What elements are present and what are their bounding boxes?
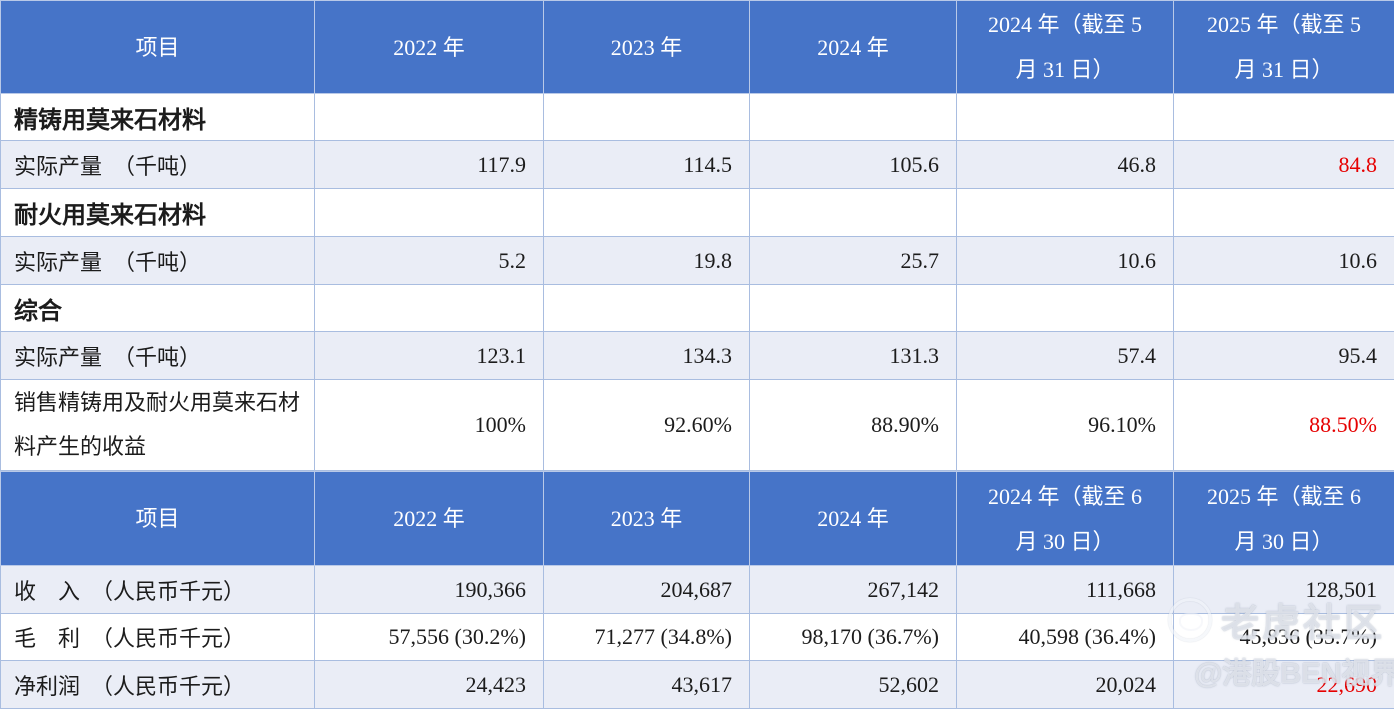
cell <box>544 285 750 332</box>
cell <box>315 94 544 141</box>
cell <box>750 94 957 141</box>
cell <box>750 285 957 332</box>
cell <box>1174 94 1394 141</box>
table-row: 耐火用莫来石材料 <box>1 189 1394 237</box>
cell: 43,617 <box>544 661 750 709</box>
financial-header-row: 项目 2022 年 2023 年 2024 年 2024 年（截至 6 月 30… <box>1 472 1394 566</box>
row-label: 毛 利 （人民币千元） <box>1 614 315 661</box>
row-label: 实际产量 （千吨） <box>1 332 315 380</box>
cell: 128,501 <box>1174 566 1394 614</box>
production-table: 项目 2022 年 2023 年 2024 年 2024 年（截至 5 月 31… <box>0 0 1394 471</box>
column-header-2024-h1: 2024 年（截至 6 月 30 日） <box>957 472 1174 566</box>
cell: 10.6 <box>957 237 1174 285</box>
table-row: 销售精铸用及耐火用莫来石材料产生的收益 100% 92.60% 88.90% 9… <box>1 380 1394 471</box>
cell: 19.8 <box>544 237 750 285</box>
cell: 57.4 <box>957 332 1174 380</box>
cell: 10.6 <box>1174 237 1394 285</box>
cell: 131.3 <box>750 332 957 380</box>
column-header-2024: 2024 年 <box>750 1 957 94</box>
column-header-2022: 2022 年 <box>315 472 544 566</box>
cell <box>315 285 544 332</box>
cell <box>957 189 1174 237</box>
table-row: 毛 利 （人民币千元） 57,556 (30.2%) 71,277 (34.8%… <box>1 614 1394 661</box>
cell <box>1174 285 1394 332</box>
table-row: 精铸用莫来石材料 <box>1 94 1394 141</box>
cell: 190,366 <box>315 566 544 614</box>
table-row: 收 入 （人民币千元） 190,366 204,687 267,142 111,… <box>1 566 1394 614</box>
cell <box>957 285 1174 332</box>
cell-highlighted: 22,690 <box>1174 661 1394 709</box>
cell <box>750 189 957 237</box>
cell: 117.9 <box>315 141 544 189</box>
row-label: 综合 <box>1 285 315 332</box>
column-header-2025-h1: 2025 年（截至 6 月 30 日） <box>1174 472 1394 566</box>
cell <box>957 94 1174 141</box>
cell: 92.60% <box>544 380 750 471</box>
cell: 267,142 <box>750 566 957 614</box>
cell: 105.6 <box>750 141 957 189</box>
column-header-item: 项目 <box>1 1 315 94</box>
table-row: 实际产量 （千吨） 117.9 114.5 105.6 46.8 84.8 <box>1 141 1394 189</box>
financial-table: 项目 2022 年 2023 年 2024 年 2024 年（截至 6 月 30… <box>0 471 1394 709</box>
column-header-2024: 2024 年 <box>750 472 957 566</box>
column-header-2025-ytd: 2025 年（截至 5 月 31 日） <box>1174 1 1394 94</box>
cell-highlighted: 84.8 <box>1174 141 1394 189</box>
row-label: 耐火用莫来石材料 <box>1 189 315 237</box>
column-header-2022: 2022 年 <box>315 1 544 94</box>
cell-highlighted: 88.50% <box>1174 380 1394 471</box>
cell: 98,170 (36.7%) <box>750 614 957 661</box>
cell: 123.1 <box>315 332 544 380</box>
cell: 57,556 (30.2%) <box>315 614 544 661</box>
column-header-2023: 2023 年 <box>544 472 750 566</box>
row-label: 收 入 （人民币千元） <box>1 566 315 614</box>
cell: 111,668 <box>957 566 1174 614</box>
cell: 24,423 <box>315 661 544 709</box>
cell: 96.10% <box>957 380 1174 471</box>
row-label: 精铸用莫来石材料 <box>1 94 315 141</box>
production-header-row: 项目 2022 年 2023 年 2024 年 2024 年（截至 5 月 31… <box>1 1 1394 94</box>
column-header-2023: 2023 年 <box>544 1 750 94</box>
row-label: 实际产量 （千吨） <box>1 141 315 189</box>
table-row: 实际产量 （千吨） 5.2 19.8 25.7 10.6 10.6 <box>1 237 1394 285</box>
table-row: 净利润 （人民币千元） 24,423 43,617 52,602 20,024 … <box>1 661 1394 709</box>
cell: 100% <box>315 380 544 471</box>
cell: 5.2 <box>315 237 544 285</box>
cell: 52,602 <box>750 661 957 709</box>
cell: 71,277 (34.8%) <box>544 614 750 661</box>
table-row: 实际产量 （千吨） 123.1 134.3 131.3 57.4 95.4 <box>1 332 1394 380</box>
cell <box>315 189 544 237</box>
column-header-2024-ytd: 2024 年（截至 5 月 31 日） <box>957 1 1174 94</box>
cell: 204,687 <box>544 566 750 614</box>
cell: 46.8 <box>957 141 1174 189</box>
cell <box>544 189 750 237</box>
cell: 40,598 (36.4%) <box>957 614 1174 661</box>
cell: 114.5 <box>544 141 750 189</box>
cell: 88.90% <box>750 380 957 471</box>
cell <box>544 94 750 141</box>
row-label: 实际产量 （千吨） <box>1 237 315 285</box>
cell <box>1174 189 1394 237</box>
table-row: 综合 <box>1 285 1394 332</box>
cell: 95.4 <box>1174 332 1394 380</box>
row-label: 销售精铸用及耐火用莫来石材料产生的收益 <box>1 380 315 471</box>
row-label: 净利润 （人民币千元） <box>1 661 315 709</box>
cell: 45,836 (35.7%) <box>1174 614 1394 661</box>
cell: 25.7 <box>750 237 957 285</box>
column-header-item: 项目 <box>1 472 315 566</box>
cell: 134.3 <box>544 332 750 380</box>
cell: 20,024 <box>957 661 1174 709</box>
